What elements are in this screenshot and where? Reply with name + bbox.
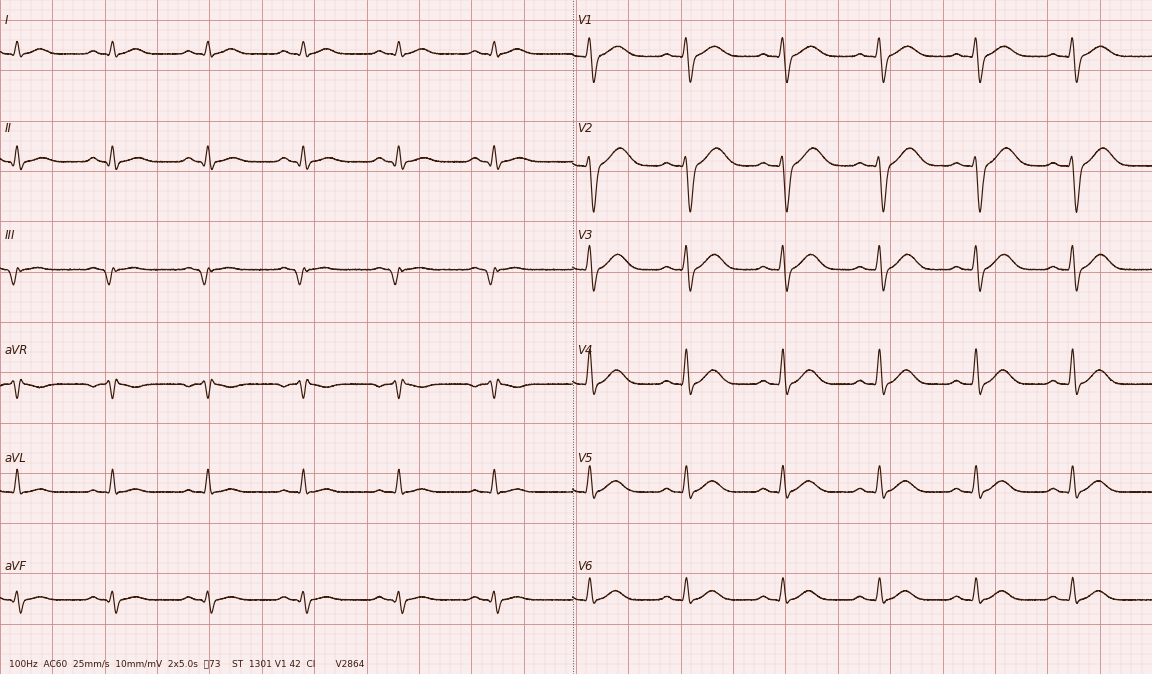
- Text: I: I: [5, 13, 8, 27]
- Text: V1: V1: [577, 13, 592, 27]
- Text: aVR: aVR: [5, 344, 28, 357]
- Text: V6: V6: [577, 559, 592, 573]
- Text: 100Hz  AC60  25mm/s  10mm/mV  2x5.0s  ⁲73    ST  1301 V1 42  Cl       V2864: 100Hz AC60 25mm/s 10mm/mV 2x5.0s ⁲73 ST …: [9, 660, 364, 669]
- Text: III: III: [5, 229, 15, 243]
- Text: V3: V3: [577, 229, 592, 243]
- Text: V4: V4: [577, 344, 592, 357]
- Text: V2: V2: [577, 121, 592, 135]
- Text: aVF: aVF: [5, 559, 26, 573]
- Text: V5: V5: [577, 452, 592, 465]
- Text: II: II: [5, 121, 12, 135]
- Text: aVL: aVL: [5, 452, 26, 465]
